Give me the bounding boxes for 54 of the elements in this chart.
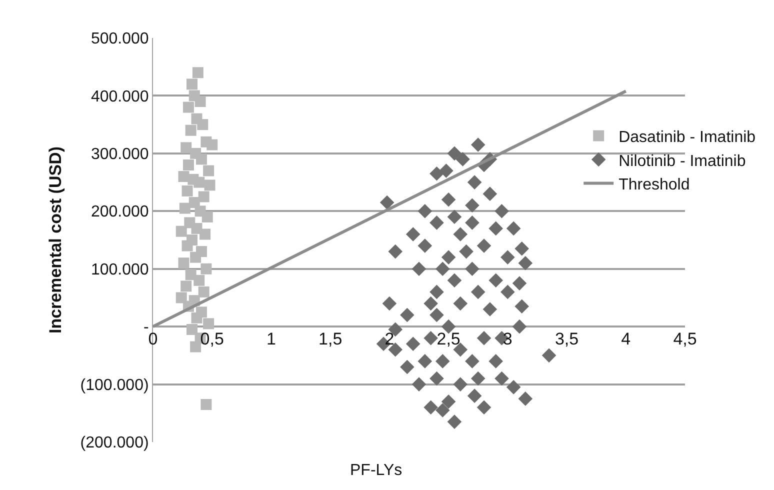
point — [200, 228, 211, 240]
point — [180, 142, 192, 154]
point — [196, 154, 207, 165]
point — [180, 280, 192, 292]
x-axis-title: PF-LYs — [350, 462, 402, 479]
point — [191, 312, 202, 324]
y-axis-title: Incremental cost (USD) — [46, 146, 65, 334]
point — [192, 67, 204, 78]
x-tick-label: 1 — [266, 330, 276, 349]
point — [194, 176, 205, 188]
point — [198, 191, 210, 202]
point — [186, 324, 198, 335]
y-tick-label: (200.000) — [80, 434, 149, 452]
point — [186, 78, 198, 90]
y-tick-label: (100.000) — [80, 376, 149, 394]
x-tick-label: 3,5 — [554, 330, 579, 349]
legend-label: Threshold — [618, 176, 690, 194]
y-tick-label: 200.000 — [90, 204, 149, 221]
point — [182, 185, 193, 196]
y-tick-label: 100.000 — [90, 261, 149, 278]
point — [204, 180, 216, 191]
point — [179, 202, 190, 214]
point — [176, 226, 187, 237]
x-tick-label: 4 — [621, 330, 631, 349]
y-tick-label: 400.000 — [90, 88, 149, 106]
y-tick-label: - — [143, 319, 149, 336]
point — [190, 341, 202, 352]
legend-label: Dasatinib - Imatinib — [618, 128, 756, 146]
point — [194, 274, 205, 286]
point — [190, 252, 202, 263]
point — [178, 258, 190, 269]
point — [178, 171, 190, 182]
legend-label: Nilotinib - Imatinib — [618, 152, 746, 170]
point — [203, 165, 214, 176]
point — [203, 318, 214, 330]
y-tick-label: 300.000 — [90, 146, 149, 164]
point — [198, 286, 210, 298]
x-tick-label: 4,5 — [673, 330, 697, 349]
point — [182, 159, 194, 170]
y-tick-label: 500.000 — [90, 30, 149, 48]
x-tick-label: 1,5 — [318, 330, 342, 349]
point — [182, 240, 193, 252]
point — [182, 102, 194, 113]
point — [206, 139, 218, 150]
point — [200, 398, 212, 410]
point — [200, 263, 212, 274]
point — [185, 124, 196, 136]
point — [176, 292, 187, 304]
point — [202, 211, 213, 222]
x-tick-label: 0 — [148, 330, 158, 349]
x-tick-label: 0,5 — [200, 330, 224, 349]
point — [194, 96, 206, 107]
point — [197, 119, 208, 130]
x-tick-label: 2,5 — [436, 330, 460, 349]
